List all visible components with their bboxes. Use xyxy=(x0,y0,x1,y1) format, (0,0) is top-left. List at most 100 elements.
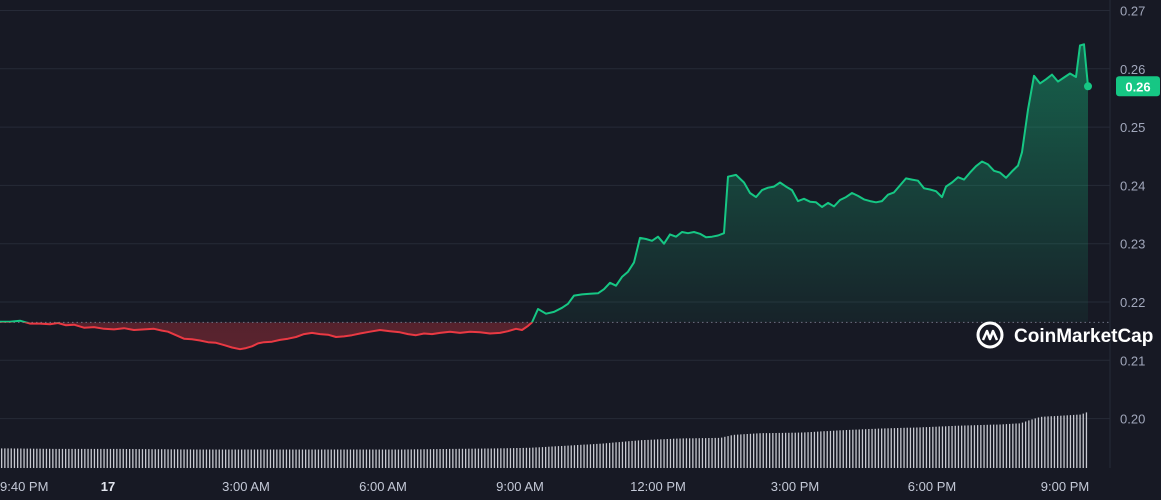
volume-bar xyxy=(612,442,614,468)
volume-bar xyxy=(333,449,336,468)
volume-bar xyxy=(551,446,553,468)
volume-bar xyxy=(989,424,992,468)
volume-bar xyxy=(340,449,342,468)
volume-bar xyxy=(583,444,585,468)
volume-bar xyxy=(586,444,588,468)
volume-bar xyxy=(193,449,195,468)
volume-bar xyxy=(1025,421,1027,468)
volume-bar xyxy=(282,449,284,468)
volume-bar xyxy=(641,440,643,468)
volume-bar xyxy=(794,432,796,468)
volume-bar xyxy=(116,448,118,468)
volume-bar xyxy=(301,449,304,468)
volume-bar xyxy=(925,427,928,468)
volume-bar xyxy=(317,449,320,468)
volume-bar xyxy=(423,449,425,468)
volume-bar xyxy=(81,448,83,468)
volume-bar xyxy=(964,425,966,468)
volume-bar xyxy=(397,449,400,468)
volume-bar xyxy=(881,428,883,468)
volume-bar xyxy=(212,449,214,468)
volume-bar xyxy=(513,448,515,468)
volume-bar xyxy=(359,449,361,468)
volume-bar xyxy=(980,425,982,468)
current-price-tag: 0.26 xyxy=(1116,76,1160,97)
volume-bar xyxy=(471,448,473,468)
volume-bar xyxy=(695,438,697,468)
grid-lines xyxy=(0,0,1111,468)
volume-bar xyxy=(858,429,860,468)
volume-bar xyxy=(247,449,249,468)
volume-bar xyxy=(215,449,217,468)
volume-bar xyxy=(58,448,60,468)
volume-bar xyxy=(449,448,451,468)
volume-bar xyxy=(404,449,406,468)
volume-bar xyxy=(788,432,790,468)
volume-bar xyxy=(647,439,649,468)
volume-bar xyxy=(791,432,793,468)
volume-bar xyxy=(961,425,963,468)
volume-bar xyxy=(1076,414,1078,468)
volume-bar xyxy=(996,424,998,468)
volume-bar xyxy=(849,429,851,468)
volume-bar xyxy=(797,432,800,468)
volume-bar xyxy=(4,448,6,468)
volume-bar xyxy=(378,449,380,468)
volume-bar xyxy=(877,428,880,468)
volume-bar xyxy=(388,449,390,468)
volume-bar xyxy=(1018,423,1020,468)
y-tick-label: 0.22 xyxy=(1120,295,1145,310)
y-tick-label: 0.26 xyxy=(1120,62,1145,77)
volume-bar xyxy=(676,438,678,468)
volume-bar xyxy=(855,429,857,468)
volume-bar xyxy=(90,448,92,468)
volume-bar xyxy=(983,424,985,468)
y-tick-label: 0.20 xyxy=(1120,412,1145,427)
volume-bar xyxy=(759,433,761,468)
volume-bar xyxy=(452,448,454,468)
volume-bar xyxy=(311,449,313,468)
volume-bar xyxy=(628,441,630,468)
volume-bar xyxy=(97,448,99,468)
volume-bar xyxy=(349,449,352,468)
volume-bar xyxy=(644,440,646,468)
volume-bar xyxy=(666,439,668,468)
volume-bar xyxy=(529,447,531,468)
volume-bar xyxy=(442,449,444,468)
volume-bar xyxy=(167,449,169,468)
x-tick-label: 12:00 PM xyxy=(630,479,686,494)
price-tag-bg xyxy=(1116,76,1160,97)
volume-bar xyxy=(65,448,67,468)
volume-bar xyxy=(567,445,569,468)
volume-bar xyxy=(164,449,166,468)
volume-bar xyxy=(474,448,476,468)
volume-bar xyxy=(1069,415,1072,468)
volume-bar xyxy=(634,440,636,468)
x-tick-label: 9:00 AM xyxy=(496,479,544,494)
volume-bars xyxy=(1,412,1088,468)
volume-bar xyxy=(381,449,384,468)
volume-bar xyxy=(541,447,544,468)
volume-bar xyxy=(577,445,579,468)
y-tick-label: 0.24 xyxy=(1120,178,1145,193)
volume-bar xyxy=(129,449,131,468)
volume-bar xyxy=(919,427,921,468)
volume-bar xyxy=(1044,416,1046,468)
volume-bar xyxy=(234,449,236,468)
volume-bar xyxy=(87,448,89,468)
volume-bar xyxy=(692,438,694,468)
volume-bar xyxy=(458,448,460,468)
volume-bar xyxy=(954,425,956,468)
volume-bar xyxy=(26,448,28,468)
volume-bar xyxy=(993,424,995,468)
y-tick-label: 0.27 xyxy=(1120,3,1145,18)
volume-bar xyxy=(157,449,160,468)
volume-bar xyxy=(276,449,278,468)
volume-bar xyxy=(493,448,496,468)
volume-bar xyxy=(1060,415,1062,468)
volume-bar xyxy=(77,448,80,468)
volume-bar xyxy=(756,433,758,468)
volume-bar xyxy=(10,448,12,468)
volume-bar xyxy=(253,449,256,468)
